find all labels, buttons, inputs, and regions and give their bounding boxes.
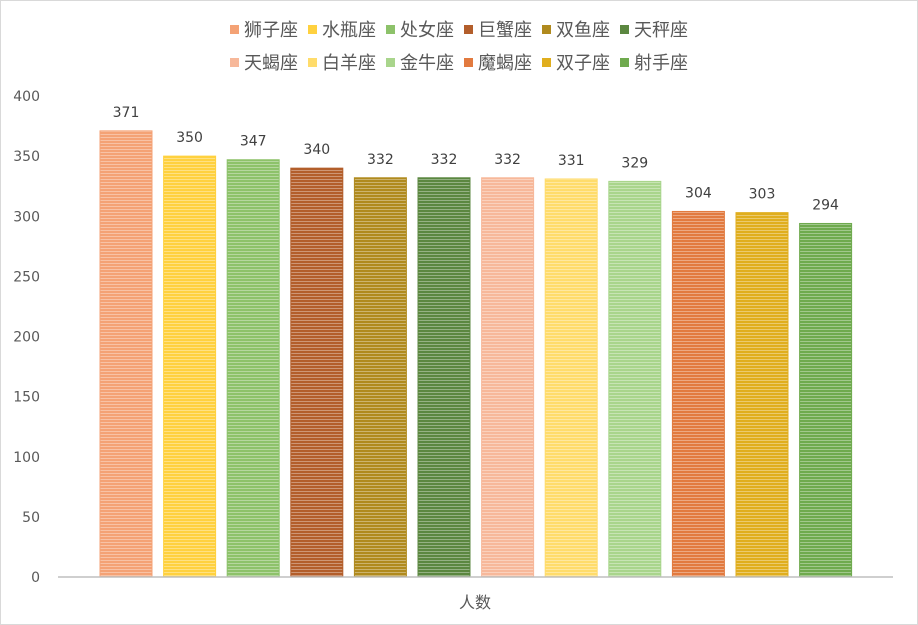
bar-9 <box>608 180 662 578</box>
bar-2 <box>163 155 217 578</box>
y-tick-label: 400 <box>13 89 40 105</box>
bar-1 <box>99 130 153 578</box>
legend-swatch <box>542 24 551 34</box>
legend-label: 狮子座 <box>244 20 298 41</box>
legend-label: 双鱼座 <box>556 20 610 41</box>
y-tick-label: 150 <box>13 390 40 406</box>
legend-label: 水瓶座 <box>322 20 376 41</box>
y-tick-label: 0 <box>31 570 40 586</box>
bar-value-label: 331 <box>558 153 585 169</box>
legend-swatch <box>230 24 239 34</box>
x-category-label: 人数 <box>459 593 491 612</box>
bar-value-label: 332 <box>431 152 458 168</box>
bar-3 <box>226 159 280 578</box>
bar-value-label: 371 <box>113 105 140 121</box>
bar-4 <box>290 167 344 578</box>
legend-item: 水瓶座 <box>308 16 376 42</box>
y-tick-label: 300 <box>13 209 40 225</box>
legend-swatch <box>386 24 395 34</box>
y-tick-label: 200 <box>13 330 40 346</box>
legend-row-2: 天蝎座 白羊座 金牛座 魔蝎座 双子座 射手座 <box>0 49 918 75</box>
bar-8 <box>544 178 598 578</box>
bar-12 <box>799 222 853 578</box>
legend-label: 巨蟹座 <box>478 20 532 41</box>
legend-item: 狮子座 <box>230 16 298 42</box>
legend-label: 射手座 <box>634 53 688 74</box>
legend-label: 白羊座 <box>322 53 376 74</box>
legend-item: 双鱼座 <box>542 16 610 42</box>
legend-item: 双子座 <box>542 49 610 75</box>
legend-swatch <box>464 57 473 67</box>
legend-label: 双子座 <box>556 53 610 74</box>
legend-swatch <box>308 57 317 67</box>
legend-item: 金牛座 <box>386 49 454 75</box>
bar-5 <box>353 177 407 578</box>
legend-label: 金牛座 <box>400 53 454 74</box>
y-tick-label: 50 <box>22 510 40 526</box>
legend-item: 射手座 <box>620 49 688 75</box>
bar-value-label: 332 <box>494 152 521 168</box>
bar-7 <box>481 177 535 578</box>
bar-value-label: 294 <box>812 197 839 213</box>
legend-item: 魔蝎座 <box>464 49 532 75</box>
bar-value-label: 350 <box>176 130 203 146</box>
y-tick-label: 250 <box>13 269 40 285</box>
bar-10 <box>671 210 725 578</box>
legend-label: 天蝎座 <box>244 53 298 74</box>
y-tick-label: 350 <box>13 149 40 165</box>
legend-item: 天蝎座 <box>230 49 298 75</box>
legend-swatch <box>620 24 629 34</box>
legend-swatch <box>386 57 395 67</box>
bar-value-label: 347 <box>240 134 267 150</box>
legend-swatch <box>230 57 239 67</box>
legend-label: 天秤座 <box>634 20 688 41</box>
legend-label: 处女座 <box>400 20 454 41</box>
bar-6 <box>417 177 471 578</box>
bar-value-label: 332 <box>367 152 394 168</box>
legend-item: 巨蟹座 <box>464 16 532 42</box>
legend-label: 魔蝎座 <box>478 53 532 74</box>
legend-swatch <box>464 24 473 34</box>
legend-swatch <box>542 57 551 67</box>
bar-value-label: 329 <box>621 155 648 171</box>
bar-value-label: 340 <box>303 142 330 158</box>
legend-swatch <box>308 24 317 34</box>
legend-item: 处女座 <box>386 16 454 42</box>
bar-value-label: 303 <box>749 187 776 203</box>
legend-row-1: 狮子座 水瓶座 处女座 巨蟹座 双鱼座 天秤座 <box>0 16 918 42</box>
y-tick-label: 100 <box>13 450 40 466</box>
legend-swatch <box>620 57 629 67</box>
bar-11 <box>735 212 789 578</box>
legend-item: 天秤座 <box>620 16 688 42</box>
legend-item: 白羊座 <box>308 49 376 75</box>
bar-value-label: 304 <box>685 185 712 201</box>
